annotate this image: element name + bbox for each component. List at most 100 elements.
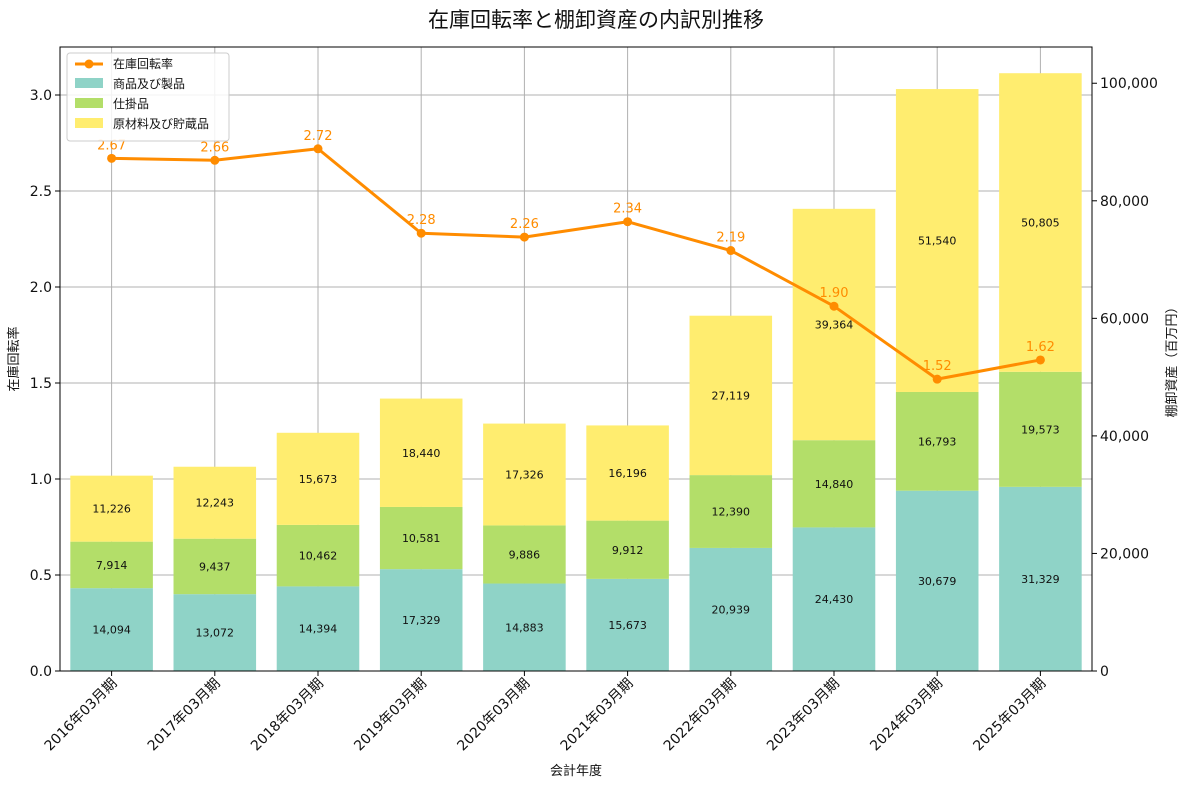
left-y-tick-label: 1.0 [30,472,52,488]
bar-segment [689,475,773,548]
bar-value-labels: 14,094 7,914 11,226 13,072 9,437 12,243 14,394… [92,217,1059,640]
bar-segment-label: 31,329 [1021,573,1060,586]
bar-segment-label: 10,581 [402,532,441,545]
bar-segment-label: 12,390 [712,506,751,519]
bar-segment-label: 27,119 [712,389,751,402]
x-tick-label: 2018年03月期 [248,676,327,755]
bar-segment-label: 14,840 [815,478,854,491]
right-y-tick-label: 60,000 [1100,311,1149,327]
bar-segment [792,527,876,671]
legend-box [66,52,230,142]
x-tick-label: 2024年03月期 [867,676,946,755]
chart-title: 在庫回転率と棚卸資産の内訳別推移 [428,8,764,32]
bar-segment-label: 7,914 [96,559,128,572]
bar-segment-label: 15,673 [299,473,338,486]
turnover-point-label: 2.67 [97,138,126,153]
bar-segment-label: 18,440 [402,447,441,460]
left-y-tick-label: 2.0 [30,280,52,296]
turnover-point-label: 2.72 [304,129,333,144]
bar-segment [379,506,463,570]
right-y-tick-label: 100,000 [1100,76,1158,92]
turnover-point [1035,355,1045,365]
turnover-point-label: 2.66 [200,140,229,155]
plot-frame [59,46,1093,672]
bar-segment [586,520,669,579]
right-y-tick-label: 0 [1100,664,1109,680]
bar-segment-label: 13,072 [196,627,235,640]
turnover-point [210,155,220,165]
bar-segment [483,423,566,526]
bar-segment [70,475,153,542]
bar-segment-label: 9,912 [612,544,644,557]
bar-segment-label: 11,226 [92,503,131,516]
bar-segment-label: 17,326 [505,469,544,482]
bar-segment [70,588,153,671]
bar-segment [173,594,257,671]
turnover-point [313,144,323,154]
x-tick-label: 2022年03月期 [661,676,740,755]
turnover-point [416,228,426,238]
bar-segment-label: 15,673 [608,619,647,632]
right-y-axis-label: 棚卸資産（百万円） [1164,300,1180,417]
x-tick-label: 2021年03月期 [558,676,637,755]
turnover-point-label: 1.52 [923,359,952,374]
bar-segment-label: 14,883 [505,621,544,634]
bar-segment [276,432,360,525]
bar-segment [483,583,566,671]
turnover-point [623,217,633,227]
bar-segment [379,569,463,671]
legend-label-turnover: 在庫回転率 [113,56,173,71]
bar-segment [276,524,360,587]
bar-segment [586,578,669,671]
x-tick-label: 2019年03月期 [351,676,430,755]
legend-line-marker [84,59,94,69]
bar-segment [483,525,566,584]
bar-segment-label: 17,329 [402,614,441,627]
bar-segment-label: 9,886 [509,548,541,561]
bar-segment [999,486,1082,671]
legend-label-materials: 原材料及び貯蔵品 [113,117,209,131]
turnover-line [111,147,1041,381]
left-y-tick-label: 2.5 [30,184,52,200]
bar-segment-label: 9,437 [199,560,231,573]
stacked-bars [70,73,1082,671]
bar-segment [895,89,979,392]
bar-segment [895,490,979,671]
bar-segment-label: 12,243 [196,497,235,510]
x-tick-label: 2025年03月期 [970,676,1049,755]
bar-segment [586,425,669,521]
bar-segment-label: 16,196 [608,467,647,480]
turnover-point-label: 2.19 [716,231,745,246]
right-y-tick-label: 40,000 [1100,429,1149,445]
x-tick-label: 2016年03月期 [42,676,121,755]
turnover-point [519,232,529,242]
bar-segment-label: 10,462 [299,550,338,563]
bar-segment [276,586,360,671]
bar-segment [792,440,876,528]
legend-label-wip: 仕掛品 [113,96,149,111]
bar-segment [173,466,257,539]
legend-swatch-products [75,78,103,88]
bar-segment-label: 16,793 [918,435,957,448]
turnover-point-label: 1.62 [1026,340,1055,355]
bar-segment [689,315,773,476]
turnover-point [932,374,942,384]
bar-segment [379,398,463,507]
bar-segment-label: 20,939 [712,603,751,616]
bar-segment-label: 14,094 [92,624,131,637]
x-tick-label: 2023年03月期 [764,676,843,755]
bar-segment [999,73,1082,372]
turnover-point-label: 2.28 [407,213,436,228]
legend-label-products: 商品及び製品 [113,76,185,91]
left-y-tick-label: 0.5 [30,568,52,584]
bar-segment-label: 30,679 [918,575,957,588]
left-y-tick-label: 3.0 [30,88,52,104]
x-axis-label: 会計年度 [550,763,602,779]
turnover-point-label: 2.26 [510,217,539,232]
right-y-tick-label: 80,000 [1100,194,1149,210]
bar-segment-label: 19,573 [1021,423,1060,436]
bar-segment-label: 39,364 [815,319,854,332]
left-y-tick-label: 1.5 [30,376,52,392]
bar-segment [689,547,773,671]
